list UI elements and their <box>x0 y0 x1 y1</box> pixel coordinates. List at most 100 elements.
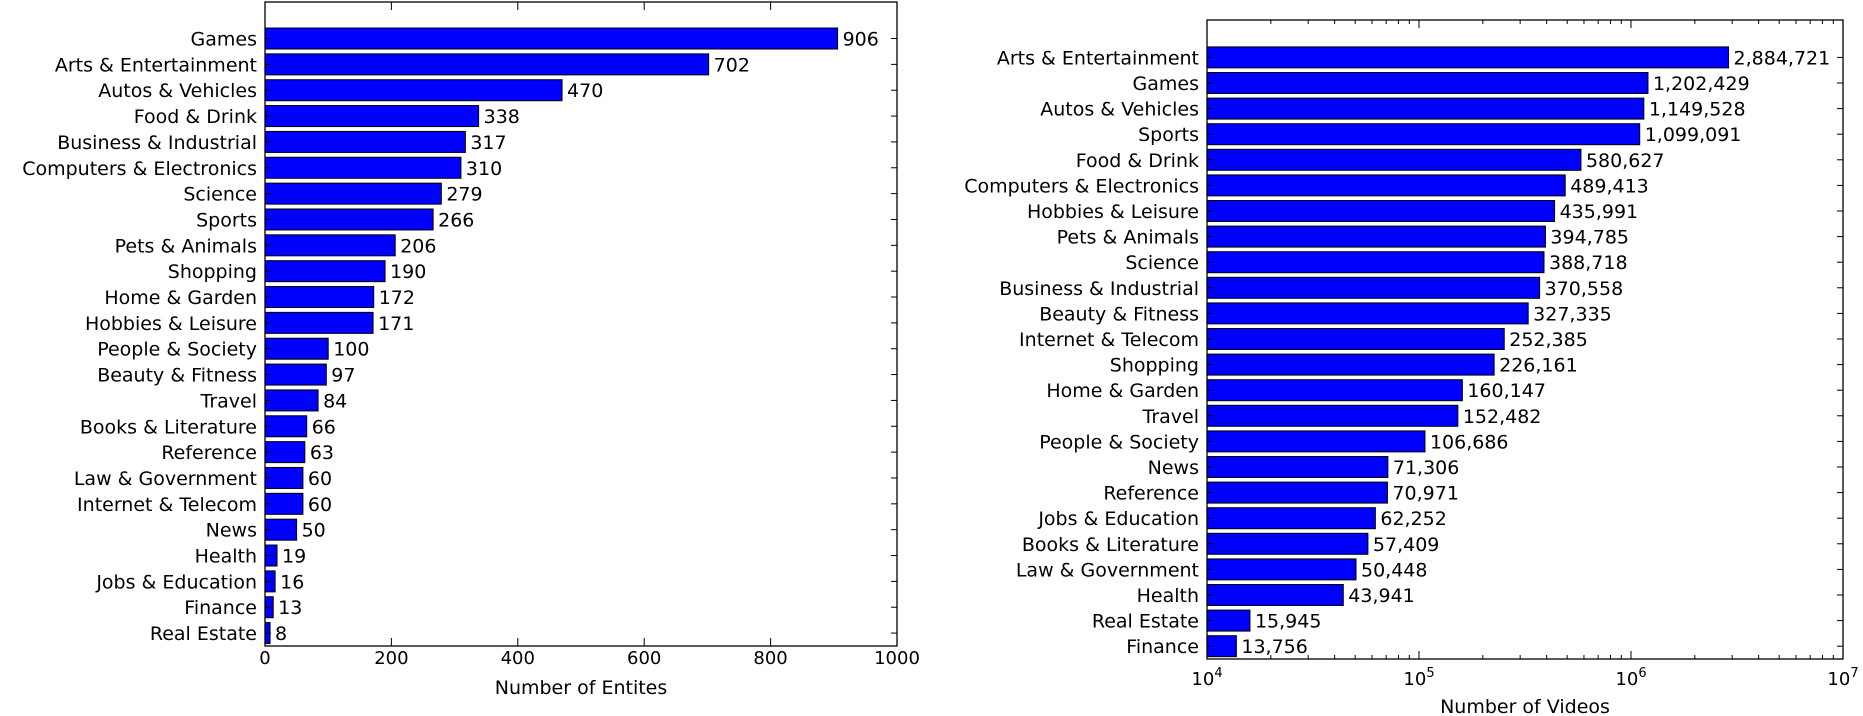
category-label: Arts & Entertainment <box>997 47 1199 69</box>
category-label: People & Society <box>97 339 257 361</box>
value-label: 226,161 <box>1499 355 1578 377</box>
bar <box>1206 225 1546 248</box>
category-label: Real Estate <box>1092 611 1199 633</box>
bar <box>1206 558 1357 581</box>
value-label: 1,149,528 <box>1649 99 1746 121</box>
category-label: Arts & Entertainment <box>55 54 257 76</box>
value-label: 13,756 <box>1241 636 1307 658</box>
value-label: 338 <box>484 106 520 128</box>
value-label: 16 <box>280 571 304 593</box>
value-label: 43,941 <box>1348 585 1414 607</box>
bar <box>264 27 839 50</box>
bar <box>1206 353 1495 376</box>
category-label: Science <box>1125 252 1199 274</box>
category-label: Finance <box>1126 636 1199 658</box>
category-label: Games <box>1133 73 1199 95</box>
value-label: 172 <box>379 287 415 309</box>
x-axis-label: Number of Videos <box>1440 696 1610 716</box>
category-label: Food & Drink <box>1076 150 1199 172</box>
category-label: Home & Garden <box>104 287 257 309</box>
bar <box>1206 532 1369 555</box>
value-label: 2,884,721 <box>1734 47 1831 69</box>
value-label: 97 <box>331 365 355 387</box>
value-label: 84 <box>323 390 347 412</box>
category-label: Sports <box>196 209 257 231</box>
category-label: Reference <box>161 442 257 464</box>
value-label: 66 <box>312 416 336 438</box>
category-label: Business & Industrial <box>999 278 1199 300</box>
category-label: Law & Government <box>74 468 257 490</box>
value-label: 252,385 <box>1509 329 1588 351</box>
x-tick-label: 104 <box>1191 666 1222 690</box>
value-label: 470 <box>567 80 603 102</box>
value-label: 15,945 <box>1255 611 1321 633</box>
bar <box>1206 72 1649 94</box>
category-label: Science <box>183 184 257 206</box>
category-label: Health <box>1137 585 1199 607</box>
category-label: Autos & Vehicles <box>98 80 257 102</box>
bar <box>264 337 329 360</box>
x-axis-label: Number of Entites <box>495 677 668 699</box>
value-label: 394,785 <box>1550 227 1629 249</box>
bar <box>264 208 434 231</box>
bar <box>1206 328 1505 350</box>
value-label: 370,558 <box>1545 278 1624 300</box>
bar <box>1206 46 1730 69</box>
category-label: Jobs & Education <box>1037 508 1199 530</box>
bar <box>1206 404 1459 427</box>
category-label: Finance <box>184 597 257 619</box>
value-label: 152,482 <box>1463 406 1542 428</box>
value-label: 13 <box>278 597 302 619</box>
value-label: 1,099,091 <box>1645 124 1742 146</box>
x-tick-label: 107 <box>1827 666 1858 690</box>
bar <box>1206 302 1529 325</box>
category-label: Reference <box>1103 483 1199 505</box>
category-label: Food & Drink <box>134 106 257 128</box>
value-label: 60 <box>308 494 332 516</box>
bar <box>1206 276 1541 299</box>
category-label: Hobbies & Leisure <box>85 313 257 335</box>
category-label: Hobbies & Leisure <box>1027 201 1199 223</box>
category-label: People & Society <box>1039 431 1199 453</box>
category-label: Beauty & Fitness <box>1039 303 1199 325</box>
category-label: Shopping <box>168 261 257 283</box>
category-label: Games <box>191 29 257 51</box>
bar <box>264 415 308 438</box>
category-label: Business & Industrial <box>57 132 257 154</box>
value-label: 279 <box>446 184 482 206</box>
bar <box>1206 97 1645 120</box>
category-label: Pets & Animals <box>1057 227 1199 249</box>
value-label: 327,335 <box>1533 303 1612 325</box>
category-label: Shopping <box>1110 355 1199 377</box>
category-label: Sports <box>1138 124 1199 146</box>
bar <box>1206 123 1641 146</box>
category-label: Health <box>195 546 257 568</box>
value-label: 317 <box>470 132 506 154</box>
value-label: 206 <box>400 235 436 257</box>
value-label: 906 <box>843 29 879 51</box>
category-label: Computers & Electronics <box>22 158 257 180</box>
x-tick-label: 105 <box>1403 666 1434 690</box>
x-tick-label: 200 <box>374 648 408 669</box>
plot-frame <box>1206 19 1844 660</box>
x-tick-label: 600 <box>627 648 661 669</box>
bar <box>264 130 466 153</box>
value-label: 489,413 <box>1570 175 1649 197</box>
value-label: 100 <box>333 339 369 361</box>
x-tick-label: 800 <box>753 648 787 669</box>
bar <box>1206 174 1566 197</box>
bar <box>1206 251 1545 274</box>
category-label: Pets & Animals <box>115 235 257 257</box>
value-label: 1,202,429 <box>1653 73 1750 95</box>
bar <box>264 389 319 412</box>
x-tick-label: 400 <box>501 648 535 669</box>
bar <box>264 79 563 102</box>
category-label: Real Estate <box>150 623 257 645</box>
category-label: News <box>206 520 257 542</box>
value-label: 266 <box>438 209 474 231</box>
value-label: 8 <box>275 623 287 645</box>
videos-chart: Arts & Entertainment 2,884,721 Games 1,202,… <box>964 19 1859 716</box>
bar <box>264 286 375 309</box>
category-label: Books & Literature <box>1022 534 1199 556</box>
bar <box>1206 200 1556 222</box>
